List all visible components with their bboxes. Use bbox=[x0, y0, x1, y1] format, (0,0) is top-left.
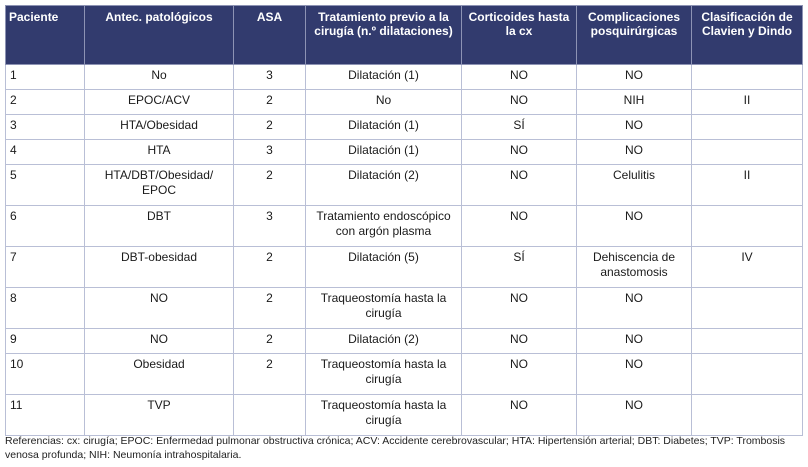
cell-antecedentes: DBT-obesidad bbox=[84, 246, 234, 288]
cell-antecedentes: NO bbox=[84, 287, 234, 329]
cell-tratamiento: Dilatación (1) bbox=[305, 139, 462, 165]
header-corticoides: Corticoides hasta la cx bbox=[461, 5, 577, 65]
table-row: 6 DBT 3 Tratamiento endoscópico con argó… bbox=[5, 205, 803, 247]
cell-antecedentes: No bbox=[84, 64, 234, 90]
cell-paciente: 7 bbox=[5, 246, 85, 288]
table-row: 11 TVP Traqueostomía hasta la cirugía NO… bbox=[5, 394, 803, 436]
header-row: Paciente Antec. patológicos ASA Tratamie… bbox=[5, 5, 803, 65]
cell-corticoides: NO bbox=[461, 64, 577, 90]
cell-clasificacion bbox=[691, 328, 803, 354]
cell-corticoides: NO bbox=[461, 287, 577, 329]
cell-complicaciones: NIH bbox=[576, 89, 692, 115]
cell-clasificacion bbox=[691, 64, 803, 90]
cell-asa: 2 bbox=[233, 114, 306, 140]
cell-asa: 3 bbox=[233, 139, 306, 165]
cell-clasificacion: II bbox=[691, 164, 803, 206]
cell-asa: 3 bbox=[233, 205, 306, 247]
cell-tratamiento: Dilatación (5) bbox=[305, 246, 462, 288]
cell-corticoides: SÍ bbox=[461, 114, 577, 140]
cell-paciente: 10 bbox=[5, 353, 85, 395]
cell-antecedentes: HTA bbox=[84, 139, 234, 165]
cell-complicaciones: NO bbox=[576, 205, 692, 247]
cell-corticoides: NO bbox=[461, 205, 577, 247]
cell-complicaciones: NO bbox=[576, 394, 692, 436]
table-row: 4 HTA 3 Dilatación (1) NO NO bbox=[5, 139, 803, 165]
cell-corticoides: NO bbox=[461, 89, 577, 115]
cell-tratamiento: Dilatación (2) bbox=[305, 164, 462, 206]
header-clasificacion: Clasificación de Clavien y Dindo bbox=[691, 5, 803, 65]
cell-clasificacion: IV bbox=[691, 246, 803, 288]
cell-antecedentes: DBT bbox=[84, 205, 234, 247]
header-tratamiento: Tratamiento previo a la cirugía (n.º dil… bbox=[305, 5, 462, 65]
cell-complicaciones: NO bbox=[576, 64, 692, 90]
cell-paciente: 1 bbox=[5, 64, 85, 90]
cell-corticoides: SÍ bbox=[461, 246, 577, 288]
cell-antecedentes: HTA/Obesidad bbox=[84, 114, 234, 140]
cell-asa bbox=[233, 394, 306, 436]
cell-antecedentes: HTA/DBT/Obesidad/ EPOC bbox=[84, 164, 234, 206]
header-paciente: Paciente bbox=[5, 5, 85, 65]
cell-paciente: 9 bbox=[5, 328, 85, 354]
cell-antecedentes: NO bbox=[84, 328, 234, 354]
cell-asa: 2 bbox=[233, 328, 306, 354]
cell-clasificacion: II bbox=[691, 89, 803, 115]
table-row: 5 HTA/DBT/Obesidad/ EPOC 2 Dilatación (2… bbox=[5, 164, 803, 206]
cell-corticoides: NO bbox=[461, 394, 577, 436]
cell-asa: 2 bbox=[233, 353, 306, 395]
cell-tratamiento: Traqueostomía hasta la cirugía bbox=[305, 353, 462, 395]
cell-paciente: 2 bbox=[5, 89, 85, 115]
cell-tratamiento: Dilatación (1) bbox=[305, 64, 462, 90]
cell-asa: 2 bbox=[233, 246, 306, 288]
cell-asa: 2 bbox=[233, 164, 306, 206]
cell-paciente: 4 bbox=[5, 139, 85, 165]
cell-tratamiento: Traqueostomía hasta la cirugía bbox=[305, 287, 462, 329]
cell-clasificacion bbox=[691, 139, 803, 165]
cell-corticoides: NO bbox=[461, 328, 577, 354]
cell-paciente: 6 bbox=[5, 205, 85, 247]
table-row: 9 NO 2 Dilatación (2) NO NO bbox=[5, 328, 803, 354]
cell-tratamiento: Dilatación (2) bbox=[305, 328, 462, 354]
table-row: 8 NO 2 Traqueostomía hasta la cirugía NO… bbox=[5, 287, 803, 329]
cell-paciente: 8 bbox=[5, 287, 85, 329]
cell-complicaciones: Celulitis bbox=[576, 164, 692, 206]
cell-tratamiento: Tratamiento endoscópico con argón plasma bbox=[305, 205, 462, 247]
cell-paciente: 5 bbox=[5, 164, 85, 206]
footnote-references: Referencias: cx: cirugía; EPOC: Enfermed… bbox=[5, 435, 786, 461]
table-row: 7 DBT-obesidad 2 Dilatación (5) SÍ Dehis… bbox=[5, 246, 803, 288]
cell-complicaciones: Dehiscencia de anastomosis bbox=[576, 246, 692, 288]
cell-corticoides: NO bbox=[461, 139, 577, 165]
cell-antecedentes: EPOC/ACV bbox=[84, 89, 234, 115]
cell-tratamiento: Traqueostomía hasta la cirugía bbox=[305, 394, 462, 436]
table-row: 3 HTA/Obesidad 2 Dilatación (1) SÍ NO bbox=[5, 114, 803, 140]
cell-tratamiento: Dilatación (1) bbox=[305, 114, 462, 140]
cell-asa: 2 bbox=[233, 287, 306, 329]
header-complicaciones: Complicaciones posquirúrgicas bbox=[576, 5, 692, 65]
cell-complicaciones: NO bbox=[576, 114, 692, 140]
cell-complicaciones: NO bbox=[576, 353, 692, 395]
header-antecedentes: Antec. patológicos bbox=[84, 5, 234, 65]
cell-paciente: 11 bbox=[5, 394, 85, 436]
cell-asa: 3 bbox=[233, 64, 306, 90]
cell-clasificacion bbox=[691, 353, 803, 395]
cell-tratamiento: No bbox=[305, 89, 462, 115]
cell-paciente: 3 bbox=[5, 114, 85, 140]
cell-complicaciones: NO bbox=[576, 287, 692, 329]
cell-clasificacion bbox=[691, 287, 803, 329]
cell-complicaciones: NO bbox=[576, 139, 692, 165]
cell-clasificacion bbox=[691, 205, 803, 247]
cell-corticoides: NO bbox=[461, 164, 577, 206]
cell-clasificacion bbox=[691, 394, 803, 436]
cell-antecedentes: Obesidad bbox=[84, 353, 234, 395]
table-row: 2 EPOC/ACV 2 No NO NIH II bbox=[5, 89, 803, 115]
cell-corticoides: NO bbox=[461, 353, 577, 395]
patients-table: Paciente Antec. patológicos ASA Tratamie… bbox=[5, 5, 803, 436]
cell-asa: 2 bbox=[233, 89, 306, 115]
header-asa: ASA bbox=[233, 5, 306, 65]
table-row: 10 Obesidad 2 Traqueostomía hasta la cir… bbox=[5, 353, 803, 395]
cell-complicaciones: NO bbox=[576, 328, 692, 354]
cell-antecedentes: TVP bbox=[84, 394, 234, 436]
table-row: 1 No 3 Dilatación (1) NO NO bbox=[5, 64, 803, 90]
cell-clasificacion bbox=[691, 114, 803, 140]
